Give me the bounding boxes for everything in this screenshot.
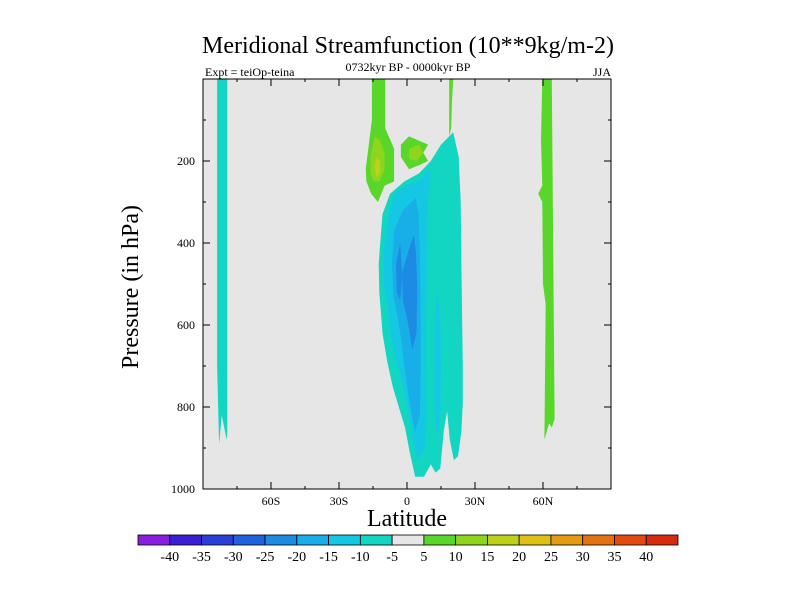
colorbar-label: -35: [192, 550, 211, 565]
colorbar-label: 5: [420, 550, 427, 565]
colorbar-swatch: [423, 534, 457, 546]
colorbar: -40 -35 -30 -25 -20 -15 -10 -5 5 10 15 20 25 30 35 40: [137, 534, 679, 565]
x-tick-label: 30N: [465, 494, 486, 508]
colorbar-label: -25: [256, 550, 275, 565]
colorbar-label: 10: [449, 550, 463, 565]
colorbar-swatch: [518, 534, 552, 546]
colorbar-label: 30: [576, 550, 590, 565]
season-label: JJA: [593, 65, 611, 79]
contour-upper-right-positive-strip: [449, 79, 454, 137]
colorbar-swatch: [455, 534, 488, 546]
contour-northern-polar-cell: [538, 79, 555, 440]
colorbar-label: -15: [319, 550, 338, 565]
colorbar-label: 35: [607, 550, 621, 565]
colorbar-swatch: [264, 534, 298, 546]
colorbar-swatch: [582, 534, 615, 546]
colorbar-swatch: [201, 534, 234, 546]
colorbar-label: -40: [160, 550, 179, 565]
x-tick-label: 30S: [330, 494, 349, 508]
colorbar-swatch: [232, 534, 266, 546]
colorbar-label: 25: [544, 550, 558, 565]
contour-fills: [217, 79, 555, 477]
colorbar-swatch: [328, 534, 361, 546]
plot-area: 60S 30S 0 30N 60N 200 400 600 800 1000: [171, 78, 612, 508]
contour-tropical-negative-peak: [402, 234, 418, 350]
colorbar-swatch: [645, 534, 679, 546]
y-axis: 200 400 600 800 1000: [171, 119, 611, 496]
contour-southern-polar-cell: [217, 79, 228, 444]
x-tick-label: 60S: [262, 494, 281, 508]
colorbar-label: -10: [351, 550, 370, 565]
colorbar-swatch: [550, 534, 584, 546]
y-tick-label: 800: [177, 400, 195, 414]
contour-left-column-negative-patch: [396, 243, 403, 301]
y-axis-label: Pressure (in hPa): [118, 205, 144, 369]
y-tick-label: 1000: [171, 482, 195, 496]
contour-tropical-negative-right-lobe: [434, 292, 441, 440]
x-tick-label: 0: [404, 494, 410, 508]
colorbar-label: -5: [386, 550, 398, 565]
experiment-label: Expt = teiOp-teina: [205, 65, 295, 79]
colorbar-swatch: [137, 534, 171, 546]
x-axis: 60S 30S 0 30N 60N: [236, 79, 578, 508]
x-tick-label: 60N: [533, 494, 554, 508]
colorbar-label: 15: [480, 550, 494, 565]
colorbar-swatch: [296, 534, 329, 546]
y-tick-label: 400: [177, 236, 195, 250]
colorbar-swatch: [391, 534, 425, 546]
colorbar-label: -20: [287, 550, 306, 565]
contour-upper-center-positive-core: [409, 144, 424, 161]
y-tick-label: 600: [177, 318, 195, 332]
chart-title: Meridional Streamfunction (10**9kg/m-2): [202, 33, 614, 59]
colorbar-swatch: [487, 534, 520, 546]
colorbar-label: 40: [639, 550, 653, 565]
y-tick-label: 200: [177, 154, 195, 168]
x-axis-label: Latitude: [367, 506, 447, 532]
colorbar-swatch: [614, 534, 647, 546]
colorbar-label: -30: [224, 550, 243, 565]
colorbar-label: 20: [512, 550, 526, 565]
colorbar-swatch: [359, 534, 393, 546]
contour-upper-left-positive-peak: [374, 156, 380, 178]
chart-subtitle: 0732kyr BP - 0000kyr BP: [346, 60, 471, 74]
colorbar-swatch: [169, 534, 202, 546]
